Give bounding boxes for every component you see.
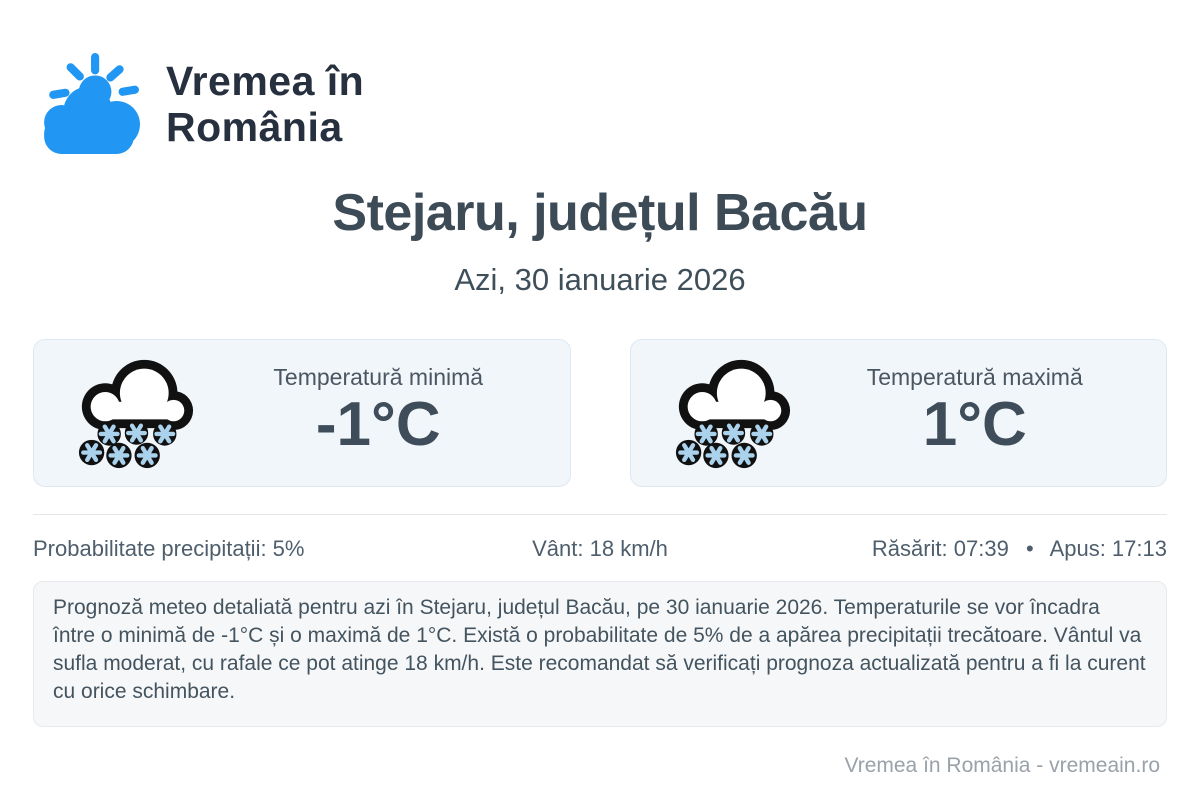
precipitation-stat: Probabilitate precipitații: 5% bbox=[33, 536, 305, 561]
min-temp-value: -1°C bbox=[315, 390, 441, 460]
logo-line1: Vremea în bbox=[166, 58, 365, 104]
page-subtitle: Azi, 30 ianuarie 2026 bbox=[454, 262, 746, 297]
min-temp-label: Temperatură minimă bbox=[273, 364, 484, 391]
forecast-description: Prognoză meteo detaliată pentru azi în S… bbox=[33, 581, 1167, 727]
logo-line2: România bbox=[166, 104, 343, 150]
sun-times-stat: Răsărit: 07:39 • Apus: 17:13 bbox=[872, 536, 1167, 562]
footer-credit: Vremea în România - vremeain.ro bbox=[844, 754, 1160, 777]
sunset-stat: Apus: 17:13 bbox=[1049, 536, 1167, 561]
page-title: Stejaru, județul Bacău bbox=[332, 184, 868, 242]
max-temperature-card: Temperatură maximă 1°C bbox=[629, 339, 1167, 487]
max-temp-text: Temperatură maximă 1°C bbox=[796, 364, 1155, 457]
min-temperature-card: Temperatură minimă -1°C bbox=[33, 339, 571, 487]
divider bbox=[33, 514, 1167, 515]
weather-page: Vremea în România Stejaru, județul Bacău… bbox=[33, 0, 1167, 727]
site-logo: Vremea în România bbox=[39, 0, 1167, 155]
sun-cloud-icon bbox=[39, 53, 141, 155]
temperature-cards: Temperatură minimă -1°C bbox=[33, 339, 1167, 487]
wind-stat: Vânt: 18 km/h bbox=[532, 536, 668, 561]
logo-text: Vremea în România bbox=[166, 58, 364, 150]
bullet-separator: • bbox=[1025, 536, 1034, 561]
snow-cloud-icon bbox=[72, 354, 199, 473]
max-temp-label: Temperatură maximă bbox=[866, 364, 1083, 391]
max-temp-value: 1°C bbox=[922, 390, 1027, 460]
min-temp-text: Temperatură minimă -1°C bbox=[199, 364, 558, 457]
stats-row: Probabilitate precipitații: 5% Vânt: 18 … bbox=[33, 536, 1167, 562]
snow-cloud-icon bbox=[669, 354, 796, 473]
sunrise-stat: Răsărit: 07:39 bbox=[871, 536, 1009, 561]
